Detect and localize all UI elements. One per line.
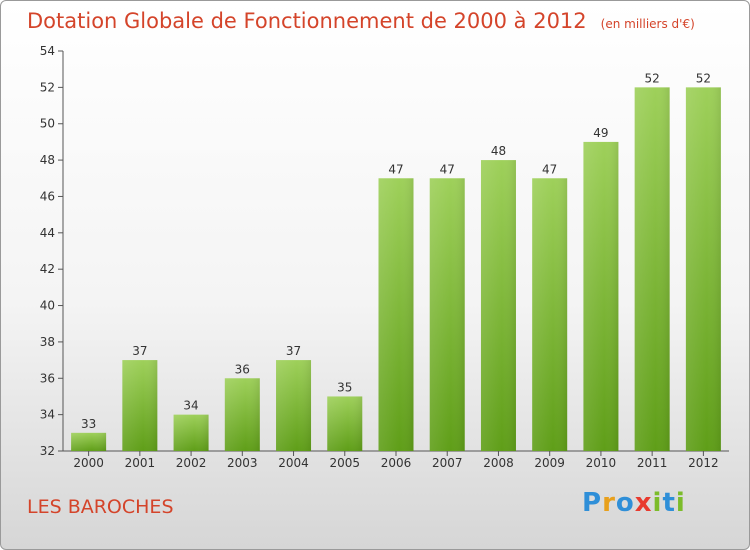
x-tick-label: 2009 [534,456,565,470]
data-label: 34 [183,399,198,413]
bar-shading [634,87,670,451]
logo-letter: x [634,488,653,518]
x-tick-label: 2004 [278,456,309,470]
x-tick-label: 2010 [586,456,617,470]
bar-shading [480,160,516,451]
y-tick-label: 46 [40,189,55,203]
y-tick-label: 38 [40,335,55,349]
bar-shading [685,87,721,451]
y-tick-label: 36 [40,371,55,385]
data-label: 33 [81,417,96,431]
bar-shading [429,178,465,452]
data-label: 49 [593,126,608,140]
y-tick-label: 52 [40,80,55,94]
y-axis: 32 34 36 38 40 42 44 46 48 50 52 54 [40,44,64,458]
data-label: 47 [542,162,557,176]
logo-letter: t [662,488,676,518]
x-tick-label: 2005 [329,456,360,470]
x-tick-label: 2007 [432,456,463,470]
data-label: 35 [337,380,352,394]
x-axis: 2000 2001 2002 2003 2004 2005 2006 2007 2008 2009… [63,450,729,470]
logo-letter: P [582,488,603,518]
x-tick-label: 2002 [176,456,207,470]
data-label: 52 [696,71,711,85]
chart-title-text: Dotation Globale de Fonctionnement de 20… [27,9,587,33]
chart-title: Dotation Globale de Fonctionnement de 20… [27,9,695,33]
bar-shading [173,414,209,451]
bar-shading [532,178,568,452]
y-tick-label: 48 [40,153,55,167]
bar-shading [224,378,260,451]
y-tick-label: 32 [40,444,55,458]
logo-letter: i [675,488,686,518]
y-tick-label: 42 [40,262,55,276]
x-tick-label: 2012 [688,456,719,470]
bar-shading [276,360,312,451]
y-tick-label: 44 [40,226,55,240]
x-tick-label: 2011 [637,456,668,470]
logo-letter: r [602,488,616,518]
bar-shading [122,360,158,451]
unit-note: (en milliers d'€) [600,17,695,31]
data-label: 37 [132,344,147,358]
proxiti-logo: Proxiti [582,488,686,518]
data-label: 36 [235,362,250,376]
bar-shading [327,396,363,451]
x-tick-label: 2000 [73,456,104,470]
x-tick-label: 2001 [125,456,156,470]
bar-shading [583,141,619,451]
bar-shading [71,432,107,451]
data-label: 52 [645,71,660,85]
y-tick-label: 34 [40,408,55,422]
x-tick-label: 2008 [483,456,514,470]
commune-name: LES BAROCHES [27,496,174,518]
x-tick-label: 2006 [381,456,412,470]
logo-letter: o [615,488,635,518]
logo-letter: i [652,488,663,518]
bar-shading [378,178,414,452]
data-label: 37 [286,344,301,358]
data-label: 47 [440,162,455,176]
data-label: 48 [491,144,506,158]
y-tick-label: 54 [40,44,55,58]
x-tick-label: 2003 [227,456,258,470]
y-tick-label: 50 [40,117,55,131]
data-label: 47 [388,162,403,176]
bars-group: 33 37 34 36 37 35 47 47 48 47 49 52 52 [71,71,721,452]
y-tick-label: 40 [40,299,55,313]
